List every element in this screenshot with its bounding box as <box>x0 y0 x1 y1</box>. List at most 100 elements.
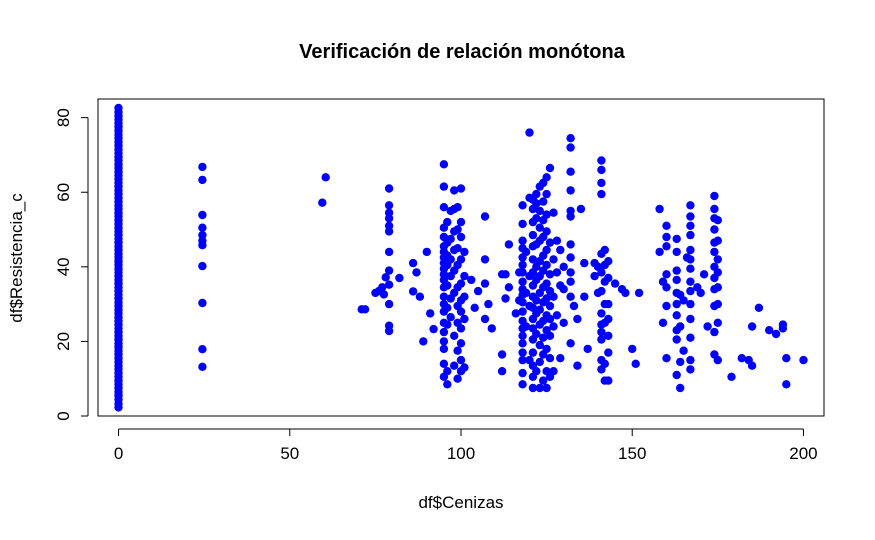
data-point <box>521 247 531 257</box>
data-point <box>782 380 791 389</box>
data-point <box>198 230 207 240</box>
data-point <box>321 173 330 182</box>
data-point <box>456 307 466 316</box>
data-point <box>658 318 668 327</box>
data-point <box>621 288 630 298</box>
data-point <box>542 344 551 354</box>
data-point <box>559 318 568 327</box>
data-point <box>443 281 452 290</box>
data-point <box>549 208 558 217</box>
data-point <box>198 345 207 354</box>
data-point <box>518 368 527 378</box>
data-point <box>384 266 394 275</box>
plot-area-frame <box>97 98 825 417</box>
data-point <box>532 189 541 199</box>
data-point <box>676 322 685 331</box>
data-point <box>545 354 555 363</box>
data-point <box>703 322 712 331</box>
data-point <box>597 327 606 337</box>
data-point <box>545 270 555 279</box>
data-point <box>426 309 435 318</box>
data-point <box>542 260 551 270</box>
data-point <box>778 324 788 333</box>
data-point <box>521 322 531 331</box>
data-point <box>566 134 575 143</box>
data-point <box>384 321 394 330</box>
data-point <box>528 383 538 393</box>
data-point <box>754 303 764 312</box>
data-point <box>439 327 449 337</box>
data-point <box>545 163 555 173</box>
data-point <box>384 184 394 193</box>
data-point <box>545 314 555 324</box>
data-point <box>198 210 207 220</box>
data-point <box>713 236 722 245</box>
data-point <box>446 313 455 322</box>
data-point <box>710 191 719 201</box>
data-point <box>456 232 466 242</box>
data-point <box>456 255 466 264</box>
data-point <box>552 311 562 320</box>
data-point <box>456 324 466 333</box>
data-point <box>672 234 681 244</box>
data-point <box>480 314 490 324</box>
data-point <box>446 234 455 244</box>
data-point <box>686 365 695 374</box>
data-point <box>539 333 548 342</box>
data-point <box>408 287 418 296</box>
chart-title: Verificación de relación monótona <box>299 41 626 63</box>
data-point <box>600 359 609 368</box>
data-point <box>504 240 514 249</box>
data-point <box>686 245 695 255</box>
data-point <box>713 318 722 327</box>
data-point <box>686 333 695 342</box>
data-point <box>566 240 575 249</box>
data-point <box>542 227 551 236</box>
data-point <box>686 286 695 296</box>
data-point <box>439 160 449 169</box>
data-point <box>497 367 507 376</box>
data-point <box>747 322 757 331</box>
data-point <box>672 247 681 257</box>
data-point <box>559 262 568 271</box>
x-axis-label: df$Cenizas <box>418 493 503 512</box>
data-point <box>713 355 722 365</box>
data-point <box>429 324 438 334</box>
data-point <box>450 186 459 195</box>
data-point <box>542 245 551 255</box>
data-point <box>686 264 695 273</box>
data-point <box>114 103 123 113</box>
data-point <box>443 367 452 376</box>
data-point <box>439 337 449 346</box>
data-point <box>535 357 544 367</box>
data-point <box>419 337 428 346</box>
data-point <box>600 245 609 255</box>
y-axis-label: df$Resistencia_c <box>7 193 26 323</box>
data-point <box>518 380 527 389</box>
data-point <box>443 217 452 227</box>
x-axis-ticks: 0 50 100 150 200 <box>114 429 818 463</box>
data-point <box>676 383 685 393</box>
data-point <box>699 270 709 279</box>
data-point <box>566 253 575 262</box>
data-point <box>460 314 469 324</box>
data-point <box>497 350 507 359</box>
data-point <box>446 255 455 264</box>
data-point <box>198 298 207 308</box>
data-point <box>545 331 555 340</box>
data-point <box>484 299 493 309</box>
data-point <box>453 203 462 212</box>
data-point <box>765 326 774 335</box>
x-tick-label: 0 <box>114 444 123 463</box>
data-point <box>676 357 685 367</box>
data-point <box>453 244 462 253</box>
data-point <box>487 324 496 333</box>
data-point <box>480 255 490 264</box>
data-point <box>686 299 695 309</box>
data-point <box>535 223 544 232</box>
data-point <box>198 162 207 172</box>
data-point <box>597 189 606 199</box>
data-point <box>518 201 527 210</box>
y-tick-label: 0 <box>54 411 73 420</box>
data-point <box>412 268 421 277</box>
